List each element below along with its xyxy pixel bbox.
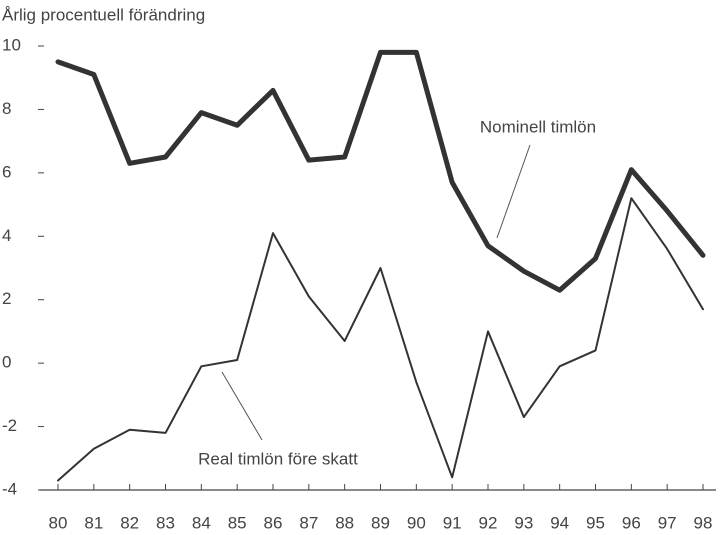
x-tick-label: 98	[694, 513, 713, 532]
x-tick-label: 83	[156, 513, 175, 532]
leader-line	[221, 371, 263, 441]
x-tick-label: 96	[622, 513, 641, 532]
x-tick-label: 88	[335, 513, 354, 532]
y-tick-label: 6	[2, 162, 11, 181]
x-tick-label: 84	[192, 513, 211, 532]
y-tick-label: -2	[2, 416, 17, 435]
y-tick-label: -4	[2, 479, 17, 498]
y-tick-label: 0	[2, 353, 11, 372]
y-tick-label: 2	[2, 289, 11, 308]
series-line	[55, 49, 706, 293]
y-axis-title: Årlig procentuell förändring	[2, 5, 205, 24]
series-label: Real timlön före skatt	[198, 449, 358, 468]
x-tick-label: 87	[299, 513, 318, 532]
x-tick-label: 95	[586, 513, 605, 532]
leader-line	[496, 144, 531, 239]
x-tick-label: 80	[49, 513, 68, 532]
x-tick-label: 92	[479, 513, 498, 532]
x-tick-label: 94	[550, 513, 569, 532]
y-tick-label: 10	[2, 35, 21, 54]
x-tick-label: 90	[407, 513, 426, 532]
y-tick-label: 4	[2, 226, 11, 245]
series-label: Nominell timlön	[480, 117, 596, 136]
x-tick-label: 85	[228, 513, 247, 532]
series-line	[57, 197, 704, 482]
x-tick-label: 82	[120, 513, 139, 532]
x-tick-label: 93	[514, 513, 533, 532]
x-tick-label: 89	[371, 513, 390, 532]
x-tick-label: 97	[658, 513, 677, 532]
x-tick-label: 81	[84, 513, 103, 532]
x-tick-label: 91	[443, 513, 462, 532]
x-tick-label: 86	[264, 513, 283, 532]
y-tick-label: 8	[2, 99, 11, 118]
